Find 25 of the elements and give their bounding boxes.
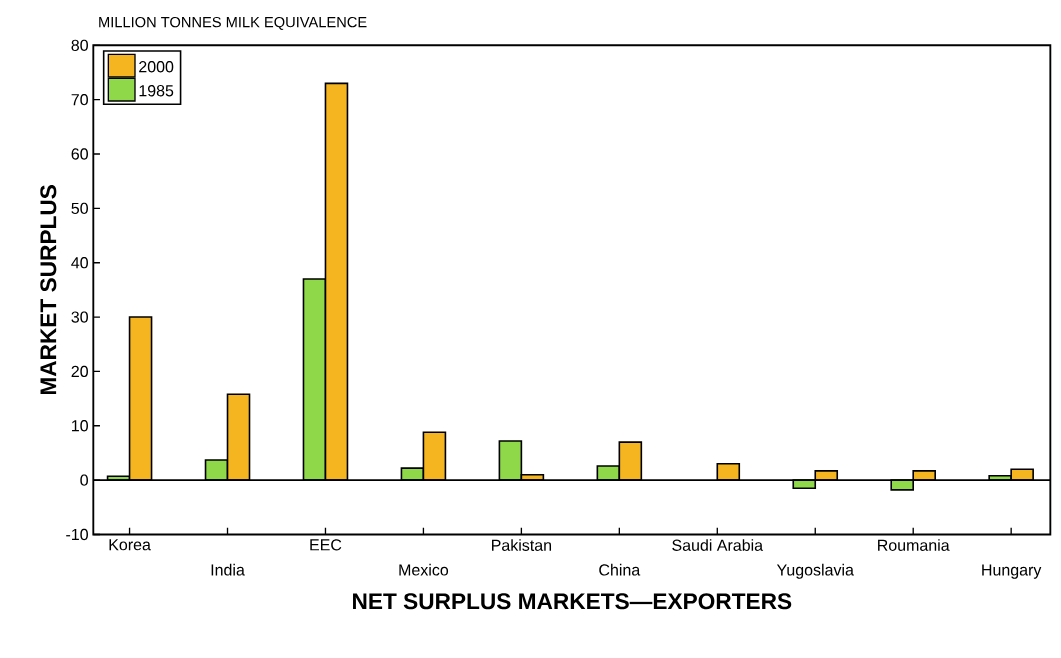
x-tick-label: Mexico [399, 563, 449, 576]
x-tick-label: Roumania [878, 538, 950, 551]
y-tick-label: 0 [80, 474, 88, 486]
x-tick-label: Pakistan [492, 538, 552, 551]
y-tick-label: 10 [72, 419, 88, 432]
y-tick-label: 30 [71, 311, 88, 323]
y-tick-label: 60 [71, 148, 88, 160]
y-tick-label: 40 [71, 256, 88, 269]
y-tick-label: 70 [71, 93, 88, 106]
x-tick-label: EEC [310, 538, 342, 551]
legend-label: 1985 [139, 84, 174, 97]
x-tick-label: Yugoslavia [776, 563, 854, 579]
x-tick-label: China [599, 563, 641, 576]
x-tick-label: Hungary [982, 564, 1042, 579]
y-tick-label: 50 [71, 202, 88, 214]
x-tick-label: India [211, 563, 245, 576]
y-tick-label: 20 [71, 365, 88, 377]
x-axis-title: NET SURPLUS MARKETS—EXPORTERS [353, 593, 792, 610]
y-axis-title: MARKET SURPLUS [40, 184, 57, 394]
chart-title: MILLION TONNES MILK EQUIVALENCE [99, 16, 367, 30]
x-tick-label: Korea [109, 538, 151, 551]
legend-label: 2000 [139, 60, 174, 73]
y-tick-label: -10 [66, 528, 88, 540]
y-tick-label: 80 [71, 39, 88, 51]
x-tick-label: Saudi Arabia [672, 538, 764, 551]
